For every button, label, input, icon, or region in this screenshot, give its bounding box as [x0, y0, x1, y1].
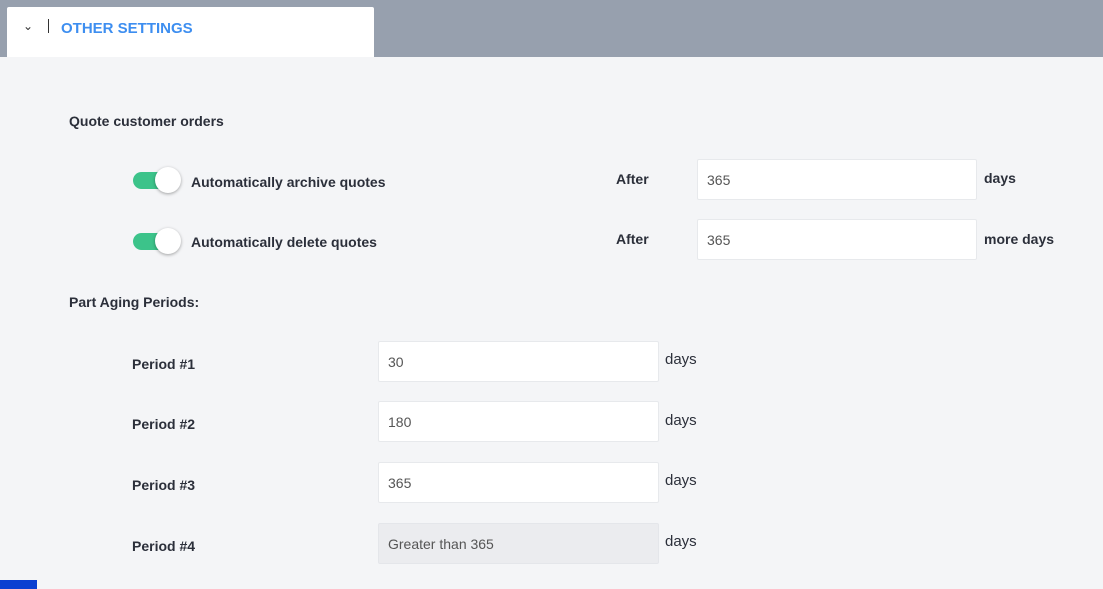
period-2-unit: days — [665, 412, 697, 429]
period-4-input — [378, 523, 659, 564]
period-2-label: Period #2 — [132, 416, 196, 432]
period-1-unit: days — [665, 351, 697, 368]
section-title: OTHER SETTINGS — [61, 20, 193, 37]
divider — [48, 19, 49, 33]
delete-unit: more days — [984, 231, 1055, 247]
period-1-label: Period #1 — [132, 356, 196, 372]
archive-quotes-label: Automatically archive quotes — [191, 174, 386, 190]
bottom-corner-element[interactable] — [0, 580, 37, 589]
period-2-input[interactable] — [378, 401, 659, 442]
section-tab[interactable]: ⌄ OTHER SETTINGS — [7, 7, 374, 57]
period-3-input[interactable] — [378, 462, 659, 503]
period-3-label: Period #3 — [132, 477, 196, 493]
chevron-down-icon[interactable]: ⌄ — [23, 19, 34, 33]
archive-unit: days — [984, 170, 1016, 186]
delete-after-label: After — [616, 231, 649, 247]
delete-quotes-label: Automatically delete quotes — [191, 234, 377, 250]
period-4-label: Period #4 — [132, 538, 196, 554]
archive-days-input[interactable] — [697, 159, 977, 200]
delete-days-input[interactable] — [697, 219, 977, 260]
delete-quotes-toggle[interactable] — [133, 228, 181, 254]
period-4-unit: days — [665, 533, 697, 550]
aging-heading: Part Aging Periods: — [69, 294, 200, 310]
archive-quotes-toggle[interactable] — [133, 167, 181, 193]
quotes-heading: Quote customer orders — [69, 113, 224, 129]
period-3-unit: days — [665, 472, 697, 489]
period-1-input[interactable] — [378, 341, 659, 382]
archive-after-label: After — [616, 171, 649, 187]
